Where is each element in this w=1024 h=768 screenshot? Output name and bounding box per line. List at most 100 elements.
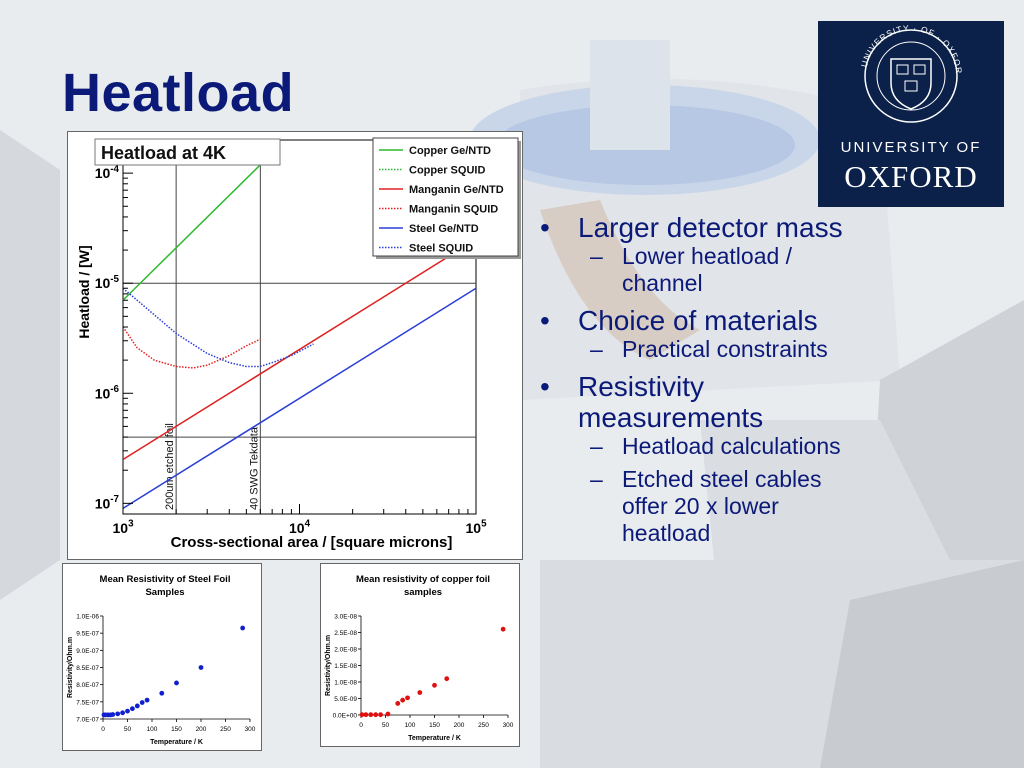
y-tick-label: 8.0E-07 — [76, 682, 99, 689]
legend-label: Copper SQUID — [409, 165, 485, 177]
y-tick-label: 7.5E-07 — [76, 699, 99, 706]
data-point — [385, 711, 391, 717]
data-point — [500, 626, 506, 632]
y-tick-label: 0.0E+00 — [333, 713, 358, 720]
chart-title-box — [94, 138, 281, 166]
y-tick-label: 5.0E-09 — [334, 696, 357, 703]
data-point — [378, 712, 383, 718]
y-tick-label: 9.0E-07 — [76, 648, 99, 655]
legend-label: Copper Ge/NTD — [409, 145, 491, 157]
x-tick-label: 105 — [465, 519, 487, 536]
data-point — [115, 711, 121, 717]
legend-label: Steel Ge/NTD — [409, 223, 479, 235]
mini-chart-title-line: samples — [404, 587, 442, 598]
steel-resistivity-panel: Mean Resistivity of Steel Foil Samples 7.0… — [62, 563, 262, 751]
y-tick-label: 2.5E-08 — [334, 630, 357, 637]
y-tick-label: 1.0E-08 — [334, 680, 357, 687]
oxford-logo: UNIVERSITY · OF · OXFORD UNIVERSITY OF O… — [814, 13, 1004, 207]
y-tick-label: 10-4 — [95, 164, 120, 181]
x-tick-label: 300 — [245, 726, 256, 733]
legend-label: Steel SQUID — [409, 243, 473, 255]
oxford-crest-icon: UNIVERSITY · OF · OXFORD — [814, 13, 963, 123]
data-point — [130, 706, 135, 712]
sub-bullet-item: – Etched steel cables offer 20 x lower h… — [590, 466, 850, 547]
y-axis-label: Heatload / [W] — [76, 245, 92, 338]
x-axis-label: Cross-sectional area / [square microns] — [171, 534, 453, 551]
legend-label: Manganin SQUID — [409, 204, 498, 216]
data-point — [432, 682, 437, 688]
data-point — [444, 676, 450, 682]
bullet-list: • Larger detector mass – Lower heatload … — [530, 210, 850, 555]
heatload-chart-panel: 200um etched foil 40 SWG Tekdata 103 104 105… — [67, 131, 523, 560]
y-tick-label: 8.5E-07 — [76, 665, 99, 672]
data-point — [359, 712, 365, 718]
sub-bullet-marker: – — [590, 433, 603, 459]
chart-title: Heatload at 4K — [101, 143, 226, 163]
data-point — [400, 697, 406, 703]
y-tick-label: 10-6 — [95, 384, 120, 401]
y-axis-label: Resistivity/Ohm.m — [67, 637, 74, 698]
sub-bullet-text: Practical constraints — [622, 336, 828, 362]
x-tick-label: 250 — [220, 726, 231, 733]
y-tick-label: 2.0E-08 — [334, 647, 357, 654]
logo-university-of: UNIVERSITY OF — [840, 139, 982, 156]
x-tick-label: 200 — [196, 726, 207, 733]
x-tick-label: 104 — [289, 519, 311, 536]
mini-chart-title-line: Mean Resistivity of Steel Foil — [100, 574, 231, 585]
data-point — [174, 680, 179, 686]
bullet-item: • Larger detector mass — [530, 212, 850, 243]
bullet-item: • Resistivity measurements — [530, 371, 850, 433]
bullet-text: Choice of materials — [578, 305, 818, 336]
reference-line-label: 40 SWG Tekdata — [248, 426, 260, 510]
data-point — [120, 710, 125, 716]
data-point — [373, 712, 379, 718]
y-tick-label: 7.0E-07 — [76, 717, 99, 724]
sub-bullet-marker: – — [590, 336, 603, 362]
data-point — [159, 690, 165, 696]
y-tick-label: 3.0E-08 — [334, 614, 357, 621]
copper-resistivity-chart: Mean resistivity of copper foil samples 0.… — [325, 574, 514, 742]
sub-bullet-text: Etched steel cables offer 20 x lower hea… — [622, 466, 822, 546]
y-tick-label: 1.5E-08 — [334, 663, 357, 670]
y-tick-label: 9.5E-07 — [76, 631, 99, 638]
logo-oxford: OXFORD — [844, 159, 978, 194]
bullet-marker: • — [540, 305, 550, 336]
x-tick-label: 150 — [171, 726, 182, 733]
x-tick-label: 0 — [359, 722, 363, 729]
data-point — [134, 703, 140, 709]
y-tick-label: 1.0E-06 — [76, 614, 99, 621]
x-tick-label: 103 — [112, 519, 134, 536]
reference-line-label: 200um etched foil — [164, 423, 176, 510]
data-point — [405, 695, 410, 701]
bullet-marker: • — [540, 212, 550, 243]
sub-bullet-text: Heatload calculations — [622, 433, 841, 459]
legend-label: Manganin Ge/NTD — [409, 184, 504, 196]
sub-bullet-marker: – — [590, 466, 603, 492]
steel-resistivity-chart: Mean Resistivity of Steel Foil Samples 7.0… — [67, 574, 256, 746]
series-line-steel-ge-ntd — [123, 287, 476, 510]
x-tick-label: 50 — [124, 726, 132, 733]
data-point — [125, 708, 130, 714]
data-point — [139, 700, 145, 705]
y-tick-label: 10-7 — [95, 494, 120, 511]
x-tick-label: 0 — [101, 726, 105, 733]
bullet-marker: • — [540, 371, 550, 402]
data-point — [240, 625, 246, 631]
data-point — [110, 712, 116, 717]
x-tick-label: 150 — [429, 722, 440, 729]
data-point — [363, 712, 369, 718]
x-axis-label: Temperature / K — [150, 739, 203, 746]
x-tick-label: 50 — [382, 722, 390, 729]
sub-bullet-item: – Heatload calculations — [590, 433, 850, 460]
sub-bullet-text: Lower heatload / channel — [622, 243, 793, 296]
sub-bullet-marker: – — [590, 243, 603, 269]
x-tick-label: 250 — [478, 722, 489, 729]
sub-bullet-item: – Lower heatload / channel — [590, 243, 850, 297]
y-axis-label: Resistivity/Ohm.m — [325, 635, 332, 696]
bullet-text: Resistivity measurements — [578, 371, 764, 433]
data-point — [395, 701, 401, 706]
heatload-chart: 200um etched foil 40 SWG Tekdata 103 104 105… — [76, 137, 521, 551]
data-point — [144, 697, 150, 703]
slide-title: Heatload — [62, 63, 295, 123]
x-tick-label: 100 — [405, 722, 416, 729]
